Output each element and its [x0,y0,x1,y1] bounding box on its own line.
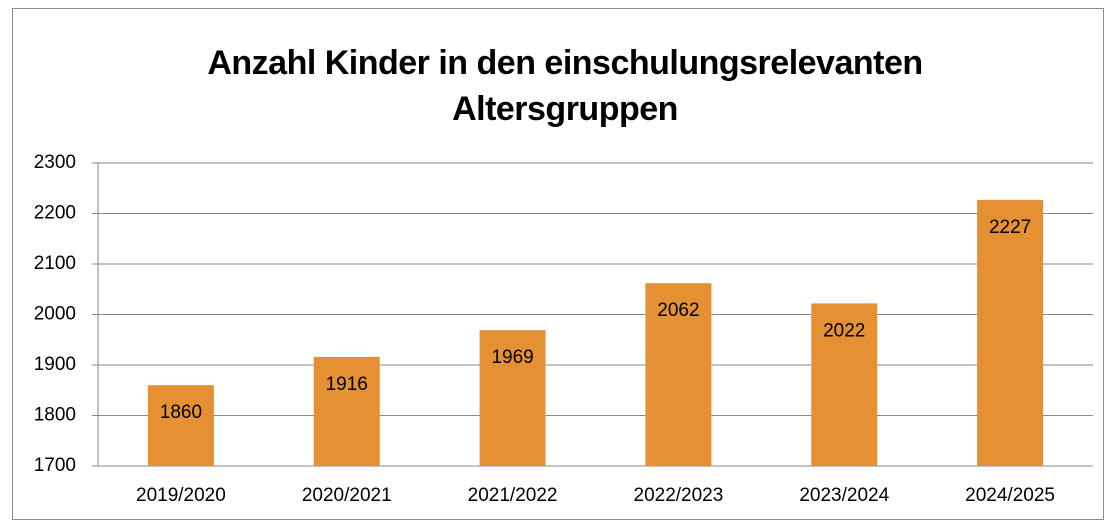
data-label: 1969 [491,347,533,368]
data-label: 2227 [989,217,1031,238]
x-tick-label: 2024/2025 [965,485,1055,506]
bar [811,303,878,466]
data-label: 1860 [160,402,202,423]
y-tick-label: 2000 [34,304,76,325]
y-tick-label: 2300 [34,152,76,173]
bar [147,385,214,466]
bar [479,330,546,466]
x-tick-label: 2019/2020 [136,485,226,506]
y-tick-label: 1800 [34,405,76,426]
chart-frame [12,8,1104,520]
data-label: 1916 [326,374,368,395]
x-tick-label: 2023/2024 [799,485,889,506]
chart-title: Anzahl Kinder in den einschulungsrelevan… [207,44,923,128]
x-tick-label: 2020/2021 [302,485,392,506]
y-tick-label: 1900 [34,354,76,375]
data-label: 2022 [823,320,865,341]
x-tick-label: 2022/2023 [634,485,724,506]
bar [645,283,712,466]
y-tick-label: 2100 [34,253,76,274]
data-label: 2062 [657,300,699,321]
bar [977,199,1044,467]
y-tick-label: 1700 [34,455,76,476]
x-tick-label: 2021/2022 [468,485,558,506]
y-tick-label: 2200 [34,203,76,224]
bar [313,356,380,466]
